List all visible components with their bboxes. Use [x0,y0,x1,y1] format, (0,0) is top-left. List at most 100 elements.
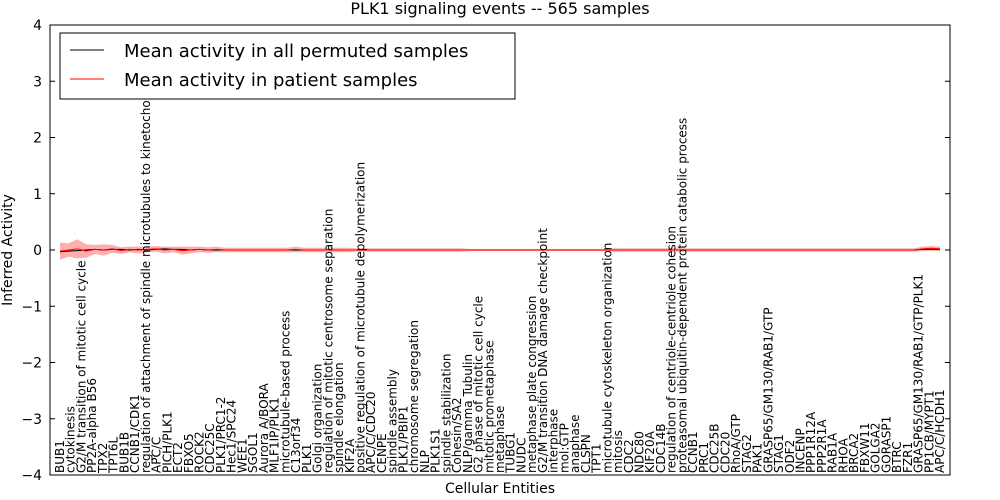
x-tick-label: regulation of mitotic centrosome separat… [321,209,335,473]
x-tick-label: TPX2 [96,443,110,474]
x-tick-label: proteasomal ubiquitin-dependent protein … [675,118,689,473]
x-tick-label: TUBG1 [504,432,518,474]
x-tick-label: PLK1 [300,444,314,473]
y-tick-label: 1 [33,187,42,203]
x-tick-label: RhoA/GTP [729,414,743,473]
plot-area [59,239,941,260]
x-tick-label: NLP [418,450,432,473]
y-tick-label: −3 [21,412,42,428]
x-tick-label: APC/C [150,437,164,473]
x-tick-label: spindle assembly [386,369,400,473]
x-tick-label: ECT2 [171,442,185,473]
x-axis-label: Cellular Entities [445,481,555,497]
legend: Mean activity in all permuted samples Me… [59,32,516,100]
x-tick-label: G2/M transition DNA damage checkpoint [536,228,550,473]
x-tick-label: PLK1S1 [429,428,443,473]
x-tick-label: spindle stabilization [439,353,453,473]
x-tick-label: PICH/PLK1 [160,411,174,473]
x-tick-label: CDC25C [203,423,217,473]
x-tick-label: spindle elongation [332,362,346,473]
x-tick-label: CDC14B [654,424,668,474]
x-tick-label: RAB1A [826,432,840,473]
x-tick-label: CDC2 [622,439,636,473]
x-tick-label: PPP1R12A [804,411,818,473]
x-tick-label: PLK1/PBIP1 [396,406,410,473]
x-tick-label: STAG2 [740,434,754,473]
x-tick-label: cytokinesis [64,406,78,473]
x-tick-label: BRCA2 [847,433,861,473]
x-tick-label: APC/C/CDC20 [364,391,378,473]
x-tick-label: NLP/gamma Tubulin [461,354,475,473]
x-tick-label: CENPE [375,433,389,473]
x-tick-label: TPT6L [107,436,121,474]
patient-mean-line [59,247,941,252]
x-tick-label: INCENP [794,428,808,473]
x-tick-label: NUDC [515,438,529,473]
x-tick-label: Cohesin/SA2 [450,397,464,473]
legend-box [59,32,516,100]
y-tick-label: −4 [21,468,42,484]
x-tick-label: C13orf34 [289,418,303,473]
x-tick-label: ODF2 [783,440,797,473]
y-tick-label: 0 [33,243,42,259]
x-tick-label: WEE1 [235,438,249,473]
x-tick-label: CCNB1/CDK1 [128,394,142,473]
legend-label-permuted: Mean activity in all permuted samples [124,41,468,62]
x-tick-label: GOLGA2 [869,422,883,473]
x-tick-label: positive regulation of microtubule depol… [354,162,368,473]
x-tick-label: CDC20 [718,432,732,473]
y-tick-label: 3 [33,74,42,90]
x-tick-label: microtubule cytoskeleton organization [600,243,614,473]
x-tick-label: mitotic prometaphase [482,341,496,474]
x-tick-label: chromosome segregation [407,320,421,473]
x-tick-label: mol:GTP [557,423,571,473]
x-tick-label: Aurora A/BORA [257,383,271,473]
y-tick-label: 2 [33,131,42,147]
x-tick-label: KIF2A [343,438,357,473]
x-tick-label: PP1CB/MYPT1 [922,390,936,473]
x-tick-label: BTRC [890,441,904,473]
x-tick-label: metaphase plate congression [525,296,539,473]
x-tick-label: Hec1/SPC24 [225,400,239,473]
y-tick-label: −2 [21,356,42,372]
x-tick-label: PAK1 [751,443,765,473]
x-tick-label: PP2A-alpha B56 [85,378,99,473]
y-axis-label: Inferred Activity [0,194,16,306]
x-tick-label: interphase [547,409,561,473]
x-tick-label: GRASP65/GM130/RAB1/GTP/PLK1 [912,274,926,473]
x-tick-label: regulation of centriole-centriole cohesi… [665,226,679,473]
x-tick-label: CCNB1 [686,431,700,473]
y-tick-label: 4 [33,18,42,34]
x-tick-label: PRC1 [697,442,711,473]
x-tick-label: CLSPN [579,434,593,473]
x-tick-label: CDC25B [708,424,722,474]
x-tick-label: RHOA [836,437,850,473]
x-tick-label: G2 phase of mitotic cell cycle [472,296,486,473]
x-tick-label: NDC80 [633,431,647,473]
x-tick-label: GRASP65/GM130/RAB1/GTP [761,307,775,473]
x-tick-label: Golgi organization [311,364,325,473]
x-tick-label: mitosis [611,430,625,473]
x-tick-label: FBXW11 [858,423,872,474]
x-tick-label: regulation of attachment of spindle micr… [139,88,153,473]
x-tick-label: ROCK2 [193,431,207,473]
x-tick-label: FZR1 [901,442,915,473]
x-tick-label: SGOL1 [246,432,260,473]
patient-activity-band [60,239,940,260]
x-tick-label: TPT1 [590,443,604,474]
x-tick-label: FBXO5 [182,433,196,473]
x-tick-label: PPP2R1A [815,419,829,473]
y-tick-label: −1 [21,299,42,315]
x-tick-label: KIF20A [643,430,657,473]
x-tick-label: MLF1IP/PLK1 [268,397,282,473]
x-tick-label: PLK1/PRC1-2 [214,397,228,473]
x-tick-label: BUB1B [117,432,131,473]
x-tick-label: anaphase [568,414,582,473]
legend-label-patient: Mean activity in patient samples [124,70,418,91]
y-axis: −4 −3 −2 −1 0 1 2 3 4 [21,18,950,484]
x-tick-label: BUB1 [53,440,67,473]
x-tick-label: STAG1 [772,434,786,473]
x-tick-label: microtubule-based process [278,311,292,473]
